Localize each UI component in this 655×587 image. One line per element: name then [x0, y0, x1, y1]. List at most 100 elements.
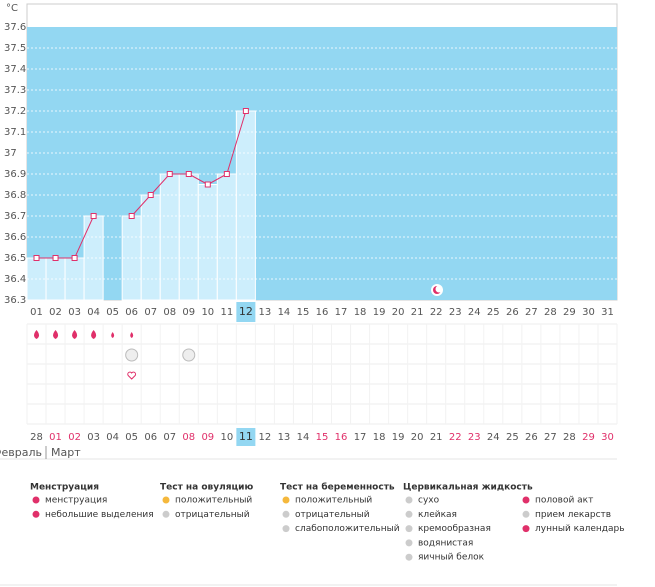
bar	[140, 194, 161, 301]
y-axis-label: °C	[6, 3, 18, 14]
x-tick-label: 01	[30, 307, 43, 318]
marker	[128, 213, 135, 219]
x-tick-label: 13	[259, 307, 272, 318]
x-tick-label: 24	[468, 307, 481, 318]
legend-icon	[405, 553, 413, 561]
test-icon	[125, 348, 139, 362]
y-tick-label: 37	[4, 148, 17, 159]
legend-icon	[405, 525, 413, 533]
legend-item: клейкая	[418, 510, 457, 520]
legend-icon	[162, 510, 170, 518]
legend-item: половой акт	[535, 496, 593, 506]
date-label: 02	[68, 432, 81, 443]
marker	[71, 255, 78, 261]
drop-icon	[53, 330, 59, 339]
month-label: Март	[51, 446, 81, 459]
legend-title: Менструация	[30, 483, 99, 493]
date-label: 13	[278, 432, 291, 443]
day-highlight	[236, 302, 256, 322]
x-tick-label: 27	[525, 307, 538, 318]
legend-icon	[282, 525, 290, 533]
drop-icon	[111, 332, 115, 338]
date-label: 05	[125, 432, 138, 443]
date-label: 26	[525, 432, 538, 443]
date-label: 07	[163, 432, 176, 443]
x-tick-label: 29	[563, 307, 576, 318]
x-tick-label: 16	[316, 307, 329, 318]
date-label: 15	[316, 432, 329, 443]
legend-item: кремообразная	[418, 524, 491, 534]
date-label: 01	[49, 432, 62, 443]
legend-item: слабоположительный	[295, 524, 400, 534]
heart-icon	[127, 371, 137, 380]
legend: Менструация менструация небольшие выделени…	[30, 482, 625, 563]
date-label: 24	[487, 432, 500, 443]
x-tick-label: 28	[544, 307, 557, 318]
date-label: 29	[582, 432, 595, 443]
x-tick-label: 20	[392, 307, 405, 318]
x-tick-label: 03	[68, 307, 81, 318]
legend-item: положительный	[175, 496, 252, 506]
date-label: 14	[297, 432, 310, 443]
x-tick-label: 21	[411, 307, 424, 318]
legend-title: Тест на овуляцию	[160, 483, 253, 493]
date-label: 20	[411, 432, 424, 443]
x-tick-label: 08	[163, 307, 176, 318]
test-icon	[182, 348, 196, 362]
legend-item: лунный календарь	[535, 524, 625, 534]
legend-title: Тест на беременность	[280, 482, 395, 493]
x-tick-label: 06	[125, 307, 138, 318]
marker	[242, 108, 249, 114]
legend-icon	[522, 496, 530, 504]
date-label: 08	[182, 432, 195, 443]
y-tick-label: 36.6	[4, 232, 26, 243]
x-tick-label: 17	[335, 307, 348, 318]
legend-item: яичный белок	[418, 553, 485, 563]
x-tick-label: 25	[487, 307, 500, 318]
x-tick-label: 22	[430, 307, 443, 318]
y-tick-label: 36.3	[4, 295, 26, 306]
y-tick-label: 36.8	[4, 190, 26, 201]
x-tick-label: 31	[601, 307, 614, 318]
symbol-rows	[26, 323, 618, 425]
bar	[235, 110, 256, 301]
date-label: 10	[220, 432, 233, 443]
marker	[223, 171, 230, 177]
marker	[52, 255, 59, 261]
x-tick-label: 07	[144, 307, 157, 318]
date-label: 28	[30, 432, 43, 443]
bar	[197, 184, 218, 301]
month-label: Февраль	[0, 446, 42, 459]
marker	[90, 213, 97, 219]
legend-item: сухо	[418, 496, 440, 506]
y-tick-label: 37.1	[4, 127, 26, 138]
date-highlight	[236, 428, 256, 446]
date-label: 06	[144, 432, 157, 443]
date-label: 23	[468, 432, 481, 443]
legend-item: прием лекарств	[535, 510, 611, 520]
date-label: 11	[239, 430, 253, 443]
date-label: 27	[544, 432, 557, 443]
legend-item: менструация	[45, 496, 107, 506]
legend-icon	[522, 525, 530, 533]
date-label: 30	[601, 432, 614, 443]
date-label: 21	[430, 432, 443, 443]
date-label: 16	[335, 432, 348, 443]
legend-item: отрицательный	[295, 510, 370, 520]
x-tick-label: 12	[239, 305, 253, 318]
marker	[204, 181, 211, 188]
x-tick-label: 23	[449, 307, 462, 318]
x-tick-label: 11	[220, 307, 233, 318]
x-tick-label: 26	[506, 307, 519, 318]
legend-icon	[405, 510, 413, 518]
y-tick-label: 36.9	[4, 169, 26, 180]
date-label: 12	[259, 432, 272, 443]
date-label: 18	[373, 432, 386, 443]
x-tick-label: 19	[373, 307, 386, 318]
marker	[33, 255, 40, 261]
moon-icon	[431, 284, 443, 296]
drop-icon	[130, 332, 134, 338]
date-label: 03	[87, 432, 100, 443]
y-tick-label: 37.5	[4, 43, 26, 54]
marker	[166, 171, 173, 177]
